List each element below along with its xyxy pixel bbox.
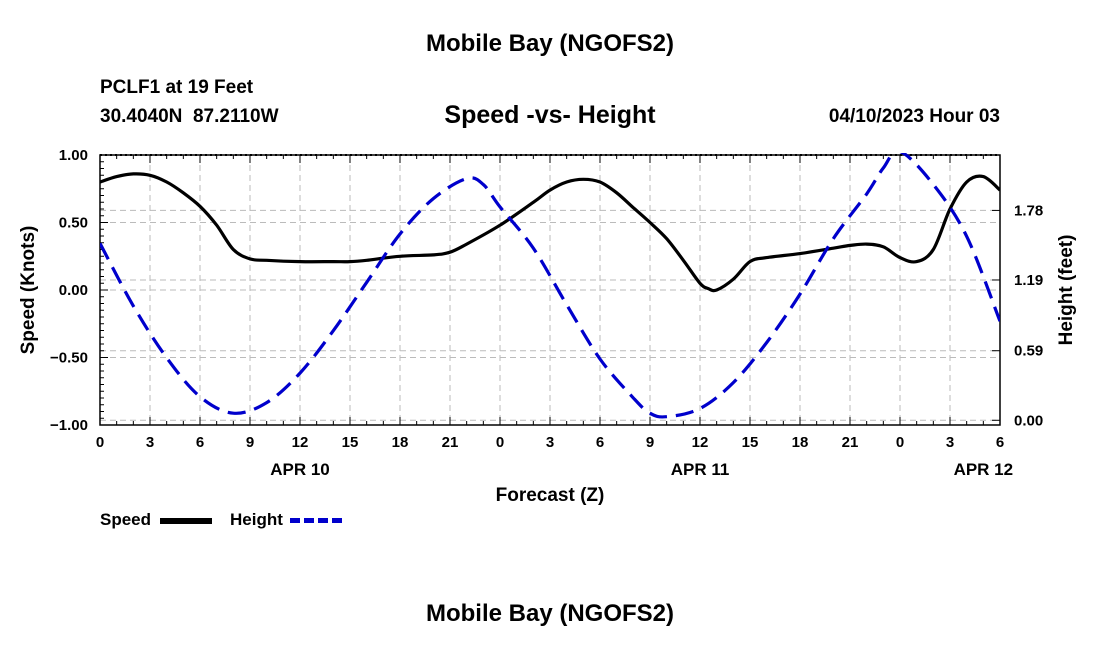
footer-title: Mobile Bay (NGOFS2) bbox=[425, 600, 675, 627]
y-tick-label: 0.00 bbox=[59, 282, 88, 299]
y2-tick-label: 0.59 bbox=[1014, 343, 1043, 360]
x-tick-label: 9 bbox=[646, 434, 654, 451]
legend-height-swatch bbox=[290, 518, 342, 523]
x-tick-label: 0 bbox=[896, 434, 904, 451]
y2-tick-label: 0.00 bbox=[1014, 412, 1043, 429]
plot-subtitle: Speed -vs- Height bbox=[444, 101, 656, 129]
forecast-run-time: 04/10/2023 Hour 03 bbox=[828, 106, 1000, 127]
y-tick-label: 0.50 bbox=[59, 215, 88, 232]
y-tick-label: −1.00 bbox=[50, 417, 88, 434]
x-tick-label: 0 bbox=[496, 434, 504, 451]
x-tick-label: 9 bbox=[246, 434, 254, 451]
x-tick-label: 12 bbox=[292, 434, 309, 451]
chart-main-title: Mobile Bay (NGOFS2) bbox=[425, 30, 675, 57]
x-tick-label: 3 bbox=[946, 434, 954, 451]
y-tick-label: −0.50 bbox=[50, 350, 88, 367]
x-tick-label: 12 bbox=[692, 434, 709, 451]
x-tick-label: 6 bbox=[996, 434, 1004, 451]
speed-height-chart: 0 3 6 9 12 15 18 21 0 3 6 9 12 15 18 21 0 3 6 APR 10 APR 11 A… bbox=[18, 147, 1077, 506]
date-label: APR 12 bbox=[954, 460, 1014, 479]
legend-height-label: Height bbox=[230, 510, 283, 529]
x-tick-label: 6 bbox=[196, 434, 204, 451]
date-label: APR 11 bbox=[671, 460, 730, 479]
y2-axis-title: Height (feet) bbox=[1056, 235, 1077, 346]
x-tick-label: 3 bbox=[546, 434, 554, 451]
x-tick-label: 21 bbox=[842, 434, 859, 451]
y-tick-label: 1.00 bbox=[59, 147, 88, 164]
x-tick-label: 15 bbox=[742, 434, 759, 451]
date-label: APR 10 bbox=[270, 460, 330, 479]
x-tick-label: 18 bbox=[392, 434, 409, 451]
legend-speed-label: Speed bbox=[100, 510, 152, 529]
station-coordinates: 30.4040N 87.2110W bbox=[100, 106, 279, 127]
x-tick-label: 6 bbox=[596, 434, 604, 451]
legend-speed-swatch bbox=[160, 518, 212, 524]
station-name: PCLF1 at 19 Feet bbox=[100, 77, 254, 98]
y2-tick-label: 1.19 bbox=[1014, 272, 1043, 289]
y-axis-title: Speed (Knots) bbox=[18, 226, 39, 355]
series-line-speed bbox=[100, 172, 1000, 293]
x-axis-title: Forecast (Z) bbox=[496, 485, 605, 506]
x-tick-label: 15 bbox=[342, 434, 359, 451]
x-tick-label: 18 bbox=[792, 434, 809, 451]
x-tick-label: 0 bbox=[96, 434, 104, 451]
series-line-height bbox=[100, 153, 1000, 419]
y2-tick-label: 1.78 bbox=[1014, 202, 1043, 219]
x-tick-label: 21 bbox=[442, 434, 459, 451]
x-tick-label: 3 bbox=[146, 434, 154, 451]
